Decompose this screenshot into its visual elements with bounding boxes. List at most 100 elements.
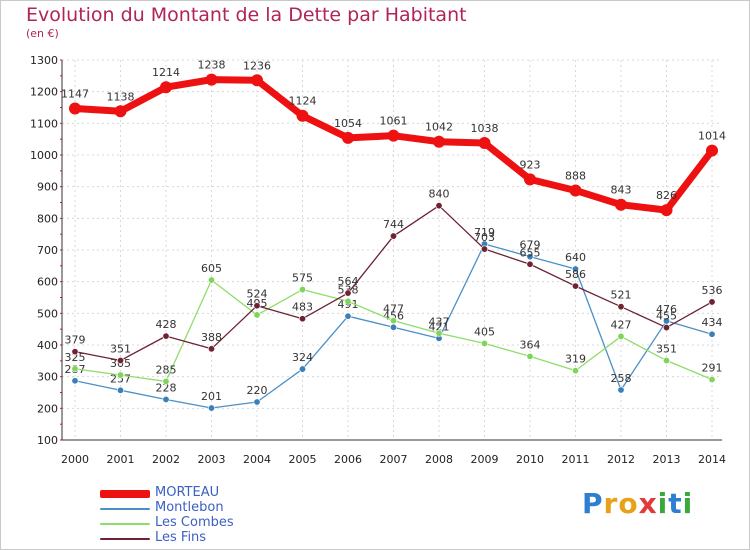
x-tick-label: 2011 [562,453,590,466]
data-point-montlebon [117,386,125,394]
data-label-morteau: 1061 [380,115,408,128]
data-point-montlebon [708,330,716,338]
x-tick-label: 2002 [152,453,180,466]
data-label-les-fins: 655 [520,246,541,259]
x-tick-label: 2000 [61,453,89,466]
data-point-morteau [160,81,172,94]
data-point-morteau [660,204,673,217]
data-label-les-combes: 427 [611,318,632,331]
data-label-les-combes: 351 [656,343,677,356]
data-label-les-combes: 405 [474,325,495,338]
logo-letter: i [682,487,694,520]
y-tick-label: 200 [37,402,58,415]
data-label-les-fins: 524 [247,288,268,301]
data-label-morteau: 1124 [289,95,317,108]
chart-subtitle: (en €) [26,27,59,40]
data-label-montlebon: 421 [429,320,450,333]
data-label-les-fins: 703 [474,231,495,244]
data-label-montlebon: 434 [702,316,723,329]
data-label-montlebon: 201 [201,390,222,403]
y-tick-label: 1100 [30,117,58,130]
data-point-morteau [478,136,491,149]
data-point-montlebon [298,365,306,373]
data-point-les-combes [208,276,216,284]
y-tick-label: 500 [37,307,58,320]
data-point-les-combes [162,377,170,385]
data-point-les-combes [71,365,79,373]
logo-letter: P [582,487,604,520]
data-label-morteau: 1054 [334,117,362,130]
y-tick-label: 800 [37,212,58,225]
x-tick-label: 2010 [516,453,544,466]
data-label-les-combes: 575 [292,272,313,285]
data-label-les-fins: 744 [383,218,404,231]
x-tick-label: 2012 [607,453,635,466]
data-point-les-fins [526,260,534,268]
data-point-morteau [706,144,718,157]
data-point-les-fins [435,202,443,210]
data-point-les-fins [662,324,670,332]
data-point-les-combes [708,376,716,384]
legend-label-montlebon: Montlebon [155,500,224,515]
data-point-morteau [205,73,218,86]
chart-legend: MORTEAU Montlebon Les Combes Les Fins [100,485,360,546]
legend-label-les-fins: Les Fins [155,530,207,545]
data-label-montlebon: 640 [565,251,586,264]
data-label-les-fins: 351 [110,343,131,356]
data-label-montlebon: 476 [656,303,677,316]
x-tick-label: 2005 [289,453,317,466]
x-tick-label: 2014 [698,453,726,466]
x-tick-label: 2013 [653,453,681,466]
logo-letter: r [603,487,619,520]
data-point-les-combes [571,367,579,375]
data-label-les-fins: 586 [565,268,586,281]
data-point-morteau [615,198,627,211]
data-point-les-combes [617,332,625,340]
proxiti-logo: Proxiti [582,487,693,520]
data-label-montlebon: 679 [520,239,541,252]
data-point-morteau [251,74,263,87]
chart-title: Evolution du Montant de la Dette par Hab… [26,4,467,26]
data-point-les-fins [708,298,716,306]
data-label-les-fins: 521 [611,289,632,302]
data-label-les-combes: 291 [702,362,723,375]
data-point-les-combes [662,357,670,365]
data-point-morteau [114,105,127,118]
legend-label-morteau: MORTEAU [155,485,220,500]
data-label-les-fins: 455 [656,310,677,323]
data-point-les-fins [253,302,261,310]
data-point-montlebon [253,398,261,406]
data-label-les-fins: 840 [429,188,450,201]
x-tick-label: 2008 [425,453,453,466]
data-point-montlebon [71,377,79,385]
data-label-les-fins: 564 [338,275,359,288]
data-label-montlebon: 220 [247,384,268,397]
data-point-les-combes [117,371,125,379]
x-tick-label: 2006 [334,453,362,466]
y-tick-label: 700 [37,244,58,257]
y-tick-label: 1000 [30,149,58,162]
data-point-morteau [69,102,81,115]
data-label-les-fins: 388 [201,331,222,344]
data-point-les-fins [71,348,79,356]
y-tick-label: 900 [37,181,58,194]
legend-swatch-morteau [100,490,150,498]
data-label-les-combes: 364 [520,338,541,351]
data-point-montlebon [389,323,397,331]
data-point-montlebon [208,404,216,412]
x-tick-label: 2009 [471,453,499,466]
data-label-morteau: 1238 [198,59,226,72]
data-label-morteau: 843 [611,184,632,197]
data-point-montlebon [571,265,579,273]
data-label-les-combes: 437 [429,315,450,328]
legend-item-les-fins: Les Fins [100,530,360,546]
data-point-les-fins [389,232,397,240]
data-label-les-combes: 319 [565,353,586,366]
data-point-montlebon [526,253,534,261]
data-label-les-fins: 428 [156,318,177,331]
x-tick-label: 2004 [243,453,271,466]
data-point-les-fins [298,315,306,323]
data-label-morteau: 826 [656,189,677,202]
data-label-montlebon: 719 [474,226,495,239]
legend-label-les-combes: Les Combes [155,515,234,530]
